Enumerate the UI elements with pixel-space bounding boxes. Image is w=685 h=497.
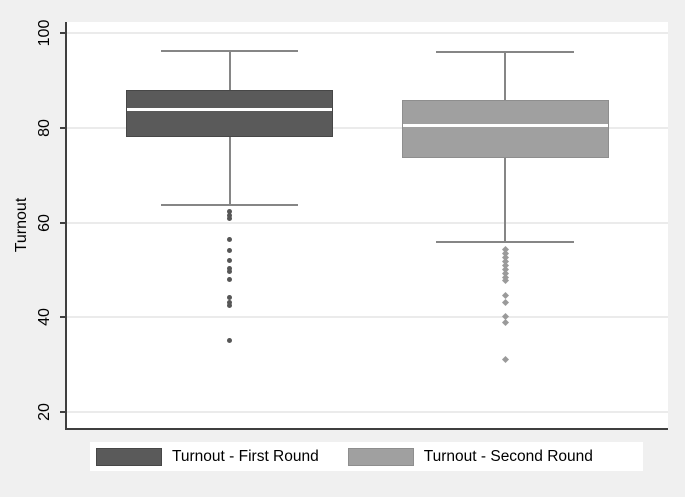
y-tick-100 [60, 32, 65, 35]
legend-label-first-round: Turnout - First Round [172, 447, 319, 465]
median-second-round [402, 124, 608, 128]
y-tick-60 [60, 221, 65, 224]
y-tick-80 [60, 126, 65, 129]
y-tick-label-20: 20 [36, 403, 53, 421]
y-gridline-40 [67, 316, 668, 319]
legend-entry-first-round: Turnout - First Round [96, 447, 319, 466]
whisker-upper-second-round [504, 52, 507, 100]
y-tick-label-40: 40 [36, 308, 53, 327]
box-second-round [401, 99, 609, 159]
y-gridline-60 [67, 221, 668, 224]
legend-label-second-round: Turnout - Second Round [423, 447, 593, 465]
outlier-circle-first-round-9 [227, 295, 232, 301]
whisker-cap-top-second-round [436, 51, 575, 54]
legend: Turnout - First Round Turnout - Second R… [90, 442, 643, 471]
legend-swatch-second-round [347, 447, 414, 466]
outlier-diamond-second-round-13 [501, 356, 510, 364]
y-axis-title: Turnout [13, 197, 30, 253]
outlier-circle-first-round-0 [227, 208, 232, 214]
outlier-circle-first-round-5 [227, 257, 232, 263]
outlier-circle-first-round-11 [227, 303, 232, 309]
median-first-round [127, 107, 332, 111]
whisker-cap-top-first-round [160, 50, 299, 53]
y-gridline-100 [67, 32, 668, 35]
legend-swatch-first-round [96, 447, 162, 466]
whisker-lower-first-round [228, 137, 231, 205]
y-gridline-20 [67, 410, 668, 413]
y-gridline-80 [67, 126, 668, 129]
outlier-circle-first-round-6 [227, 265, 232, 271]
outlier-diamond-second-round-12 [501, 319, 510, 327]
whisker-cap-bottom-first-round [160, 203, 299, 206]
outlier-circle-first-round-4 [227, 247, 232, 253]
outlier-diamond-second-round-10 [501, 298, 510, 306]
whisker-cap-bottom-second-round [436, 240, 575, 243]
x-axis-line [65, 428, 668, 430]
y-tick-label-80: 80 [36, 119, 53, 137]
outlier-circle-first-round-3 [227, 236, 232, 242]
outlier-circle-first-round-10 [227, 299, 232, 305]
y-axis-line [65, 22, 67, 430]
outlier-circle-first-round-1 [227, 212, 232, 218]
y-tick-20 [60, 410, 65, 413]
outlier-circle-first-round-2 [227, 216, 232, 222]
y-tick-40 [60, 316, 65, 319]
plot-area [67, 22, 668, 428]
whisker-upper-first-round [228, 51, 231, 91]
y-tick-label-100: 100 [36, 19, 53, 47]
outlier-circle-first-round-12 [227, 338, 232, 344]
whisker-lower-second-round [504, 158, 507, 242]
box-first-round [126, 90, 333, 138]
outlier-circle-first-round-8 [227, 277, 232, 283]
y-tick-label-60: 60 [36, 213, 53, 232]
outlier-circle-first-round-7 [227, 269, 232, 275]
legend-entry-second-round: Turnout - Second Round [347, 447, 593, 466]
